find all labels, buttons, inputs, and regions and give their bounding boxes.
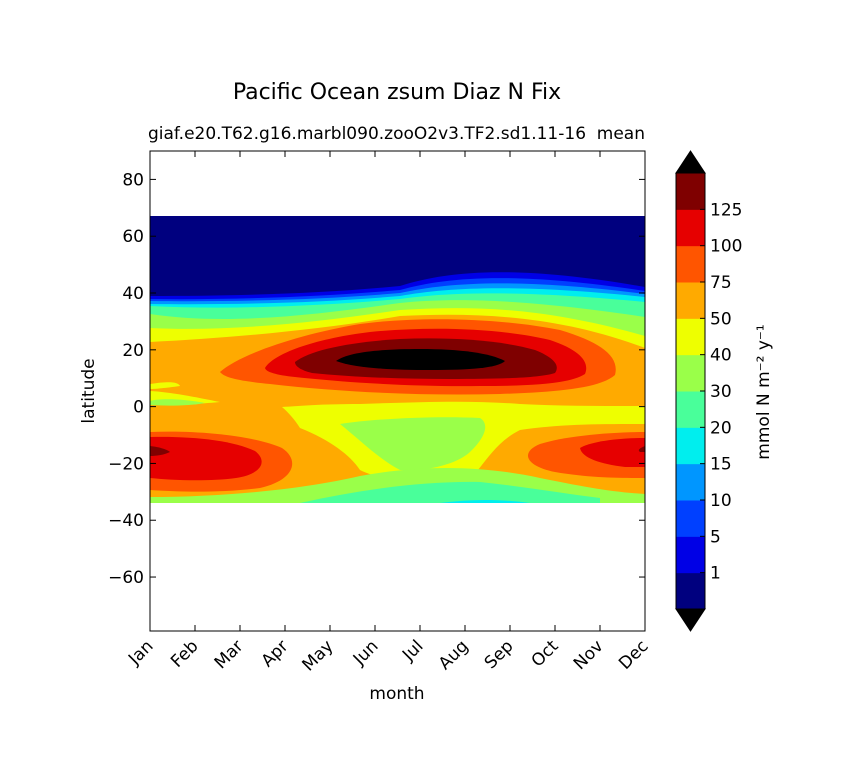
plot-area xyxy=(149,150,646,632)
x-tick-label: Aug xyxy=(435,636,473,674)
colorbar-segment xyxy=(676,318,705,356)
y-tick-label: 60 xyxy=(122,227,144,247)
plot-frame xyxy=(149,150,646,632)
contour-south-band-green xyxy=(300,481,600,503)
colorbar-segment xyxy=(676,209,705,247)
y-tick-label: 0 xyxy=(133,398,144,418)
colorbar-tick-label: 50 xyxy=(710,309,732,329)
x-tick-label: Dec xyxy=(615,636,652,673)
colorbar-tick-label: 20 xyxy=(710,418,732,438)
colorbar-tick-label: 15 xyxy=(710,455,732,475)
colorbar-segment xyxy=(676,173,705,210)
x-axis-label: month xyxy=(369,684,424,704)
colorbar-tick-label: 40 xyxy=(710,346,732,366)
colorbar-tick-label: 30 xyxy=(710,382,732,402)
colorbar-tick-label: 125 xyxy=(710,200,742,220)
contour-field xyxy=(150,216,645,503)
y-tick-label: 20 xyxy=(122,341,144,361)
x-tick-label: Oct xyxy=(528,636,563,671)
y-tick-label: −40 xyxy=(108,511,144,531)
contour-sw-red xyxy=(150,436,262,481)
colorbar-segment xyxy=(676,427,705,465)
colorbar-segment xyxy=(676,354,705,392)
colorbar-tick-label: 1 xyxy=(710,564,721,584)
colorbar-extend-top xyxy=(675,150,706,174)
y-axis-label: latitude xyxy=(79,358,99,423)
chart-subtitle-right: mean xyxy=(597,124,645,144)
x-tick-label: Jun xyxy=(349,636,383,670)
x-tick-label: Apr xyxy=(258,636,293,671)
contour-se-red xyxy=(580,438,645,467)
contour-ntrop-max xyxy=(336,349,505,370)
chart-subtitle-left: giaf.e20.T62.g16.marbl090.zooO2v3.TF2.sd… xyxy=(148,124,586,144)
y-axis: 80 60 40 20 0 −20 −40 −60 xyxy=(108,170,645,588)
contour-se-darkred xyxy=(638,446,645,452)
colorbar-segment xyxy=(676,463,705,501)
contour-sw-darkred xyxy=(150,446,170,456)
x-tick-label: Mar xyxy=(211,636,248,673)
x-tick-label: Feb xyxy=(167,636,202,671)
colorbar-tick-label: 10 xyxy=(710,491,732,511)
y-tick-label: 40 xyxy=(122,284,144,304)
y-tick-label: −20 xyxy=(108,454,144,474)
colorbar-segment xyxy=(676,391,705,428)
y-tick-label: 80 xyxy=(122,170,144,190)
contour-south-lightgreen xyxy=(340,417,486,471)
x-tick-label: Jul xyxy=(398,636,427,665)
x-tick-label: Jan xyxy=(124,636,157,669)
x-tick-label: May xyxy=(299,636,338,675)
colorbar-segment xyxy=(676,500,705,537)
colorbar-extend-bottom xyxy=(675,608,706,632)
chart-title: Pacific Ocean zsum Diaz N Fix xyxy=(233,80,561,105)
y-tick-label: −60 xyxy=(108,568,144,588)
contour-eq-lightgreen xyxy=(150,399,205,406)
contour-south-band-cyan xyxy=(440,500,530,503)
colorbar-segment xyxy=(676,245,705,283)
x-tick-label: Sep xyxy=(481,636,518,673)
colorbar-label: mmol N m⁻² y⁻¹ xyxy=(754,324,774,459)
colorbar-segment xyxy=(676,536,705,574)
colorbar-tick-label: 100 xyxy=(710,237,742,257)
colorbar-segment xyxy=(676,572,705,610)
colorbar-tick-label: 5 xyxy=(710,527,721,547)
x-tick-label: Nov xyxy=(570,636,608,674)
colorbar-tick-label: 75 xyxy=(710,273,732,293)
contour-eq-yellow-left xyxy=(150,382,180,389)
colorbar-segment xyxy=(676,282,705,319)
